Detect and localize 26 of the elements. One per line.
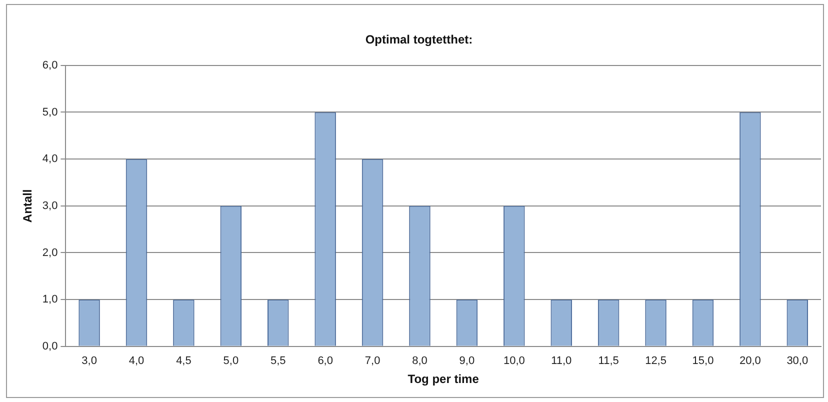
y-tick-label: 6,0	[42, 59, 58, 72]
y-tick-label: 4,0	[42, 153, 58, 166]
x-tick-label: 12,5	[645, 355, 666, 368]
y-tick-label: 0,0	[42, 340, 58, 352]
y-tick-label: 5,0	[42, 106, 58, 118]
x-tick-label: 3,0	[82, 355, 97, 368]
x-tick-label: 6,0	[318, 355, 333, 368]
x-tick-label: 8,0	[412, 355, 428, 368]
y-tick-label: 2,0	[42, 246, 58, 259]
y-tick-label: 1,0	[42, 294, 58, 306]
x-tick-label: 7,0	[364, 355, 380, 368]
x-tick-label: 11,0	[551, 355, 572, 368]
x-tick-label: 30,0	[786, 355, 808, 368]
x-tick-label: 20,0	[739, 355, 761, 368]
chart-title: Optimal togtetthet:	[365, 32, 473, 47]
x-tick-label: 4,5	[176, 355, 192, 368]
x-tick-label: 10,0	[503, 355, 525, 368]
x-tick-label: 15,0	[692, 355, 714, 368]
y-axis-title: Antall	[20, 189, 35, 223]
y-tick-label: 3,0	[42, 200, 58, 212]
x-tick-label: 5,5	[270, 355, 286, 368]
x-tick-label: 5,0	[223, 355, 239, 368]
x-tick-label: 4,0	[128, 355, 144, 368]
x-axis-title: Tog per time	[408, 372, 480, 386]
x-tick-label: 9,0	[459, 355, 475, 368]
x-tick-label: 11,5	[598, 355, 619, 368]
